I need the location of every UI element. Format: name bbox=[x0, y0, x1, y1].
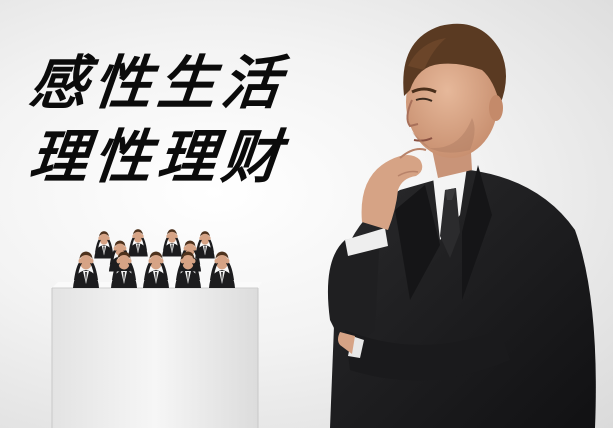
businessman bbox=[328, 24, 596, 428]
pedestal bbox=[52, 282, 262, 428]
headline: 感性生活 理性理财 bbox=[30, 48, 350, 192]
headline-line-1: 感性生活 bbox=[26, 48, 353, 118]
crowd-of-men bbox=[73, 229, 235, 288]
headline-line-2: 理性理财 bbox=[26, 122, 353, 192]
